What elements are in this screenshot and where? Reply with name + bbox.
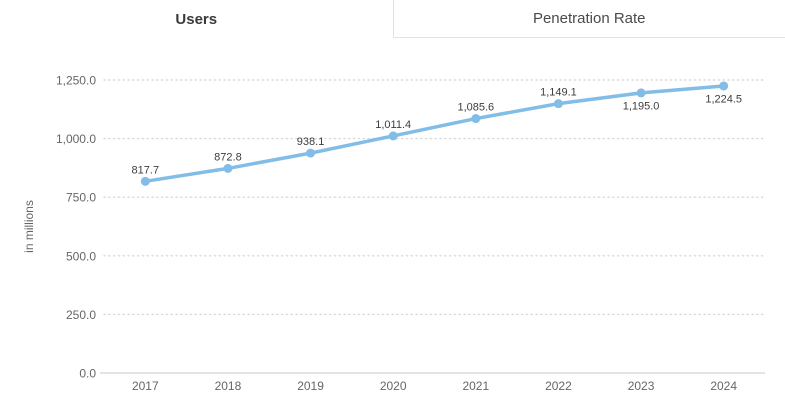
data-point-label: 1,224.5 (705, 93, 742, 105)
tab-users[interactable]: Users (0, 0, 393, 38)
tab-penetration-rate-label: Penetration Rate (532, 10, 646, 27)
tab-users-label: Users (175, 10, 218, 28)
x-tick-label: 2019 (297, 379, 324, 393)
data-point-label: 1,085.6 (457, 102, 494, 114)
data-point-marker[interactable] (306, 148, 316, 158)
y-tick-label: 0.0 (79, 367, 96, 381)
data-point-label: 872.8 (214, 151, 242, 163)
series-line (143, 84, 726, 184)
x-tick-label: 2022 (545, 379, 572, 393)
data-point-label: 817.7 (132, 164, 160, 176)
tab-penetration-rate[interactable]: Penetration Rate (392, 0, 785, 38)
x-tick-label: 2021 (462, 379, 489, 393)
data-point-label: 1,195.0 (623, 100, 660, 112)
data-point-marker[interactable] (140, 176, 150, 186)
chart-canvas: 0.0 250.0 500.0 750.0 1,000.0 1,250.0 in milli… (22, 74, 766, 393)
x-tick-label: 2017 (132, 379, 159, 393)
data-point-label: 1,011.4 (375, 119, 411, 131)
data-point-marker[interactable] (471, 114, 481, 124)
data-point-label: 1,149.1 (540, 87, 577, 99)
data-point-marker[interactable] (553, 99, 563, 109)
y-axis-title: in millions (22, 200, 36, 253)
y-tick-label: 250.0 (66, 308, 96, 322)
x-tick-label: 2023 (628, 379, 655, 393)
tab-bar: Users Penetration Rate (0, 0, 785, 38)
x-tick-label: 2020 (380, 379, 407, 393)
x-tick-label: 2024 (710, 379, 737, 393)
data-point-marker[interactable] (636, 88, 646, 98)
data-point-marker[interactable] (719, 81, 729, 91)
x-tick-label: 2018 (215, 379, 242, 393)
y-tick-label: 1,000.0 (56, 132, 96, 146)
y-tick-label: 500.0 (66, 249, 96, 263)
data-point-marker[interactable] (388, 131, 398, 141)
line-chart: 0.0 250.0 500.0 750.0 1,000.0 1,250.0 in milli… (0, 38, 785, 403)
data-point-label: 938.1 (297, 136, 325, 148)
data-point-marker[interactable] (223, 163, 233, 173)
y-tick-label: 750.0 (66, 191, 96, 205)
y-tick-label: 1,250.0 (56, 74, 96, 88)
